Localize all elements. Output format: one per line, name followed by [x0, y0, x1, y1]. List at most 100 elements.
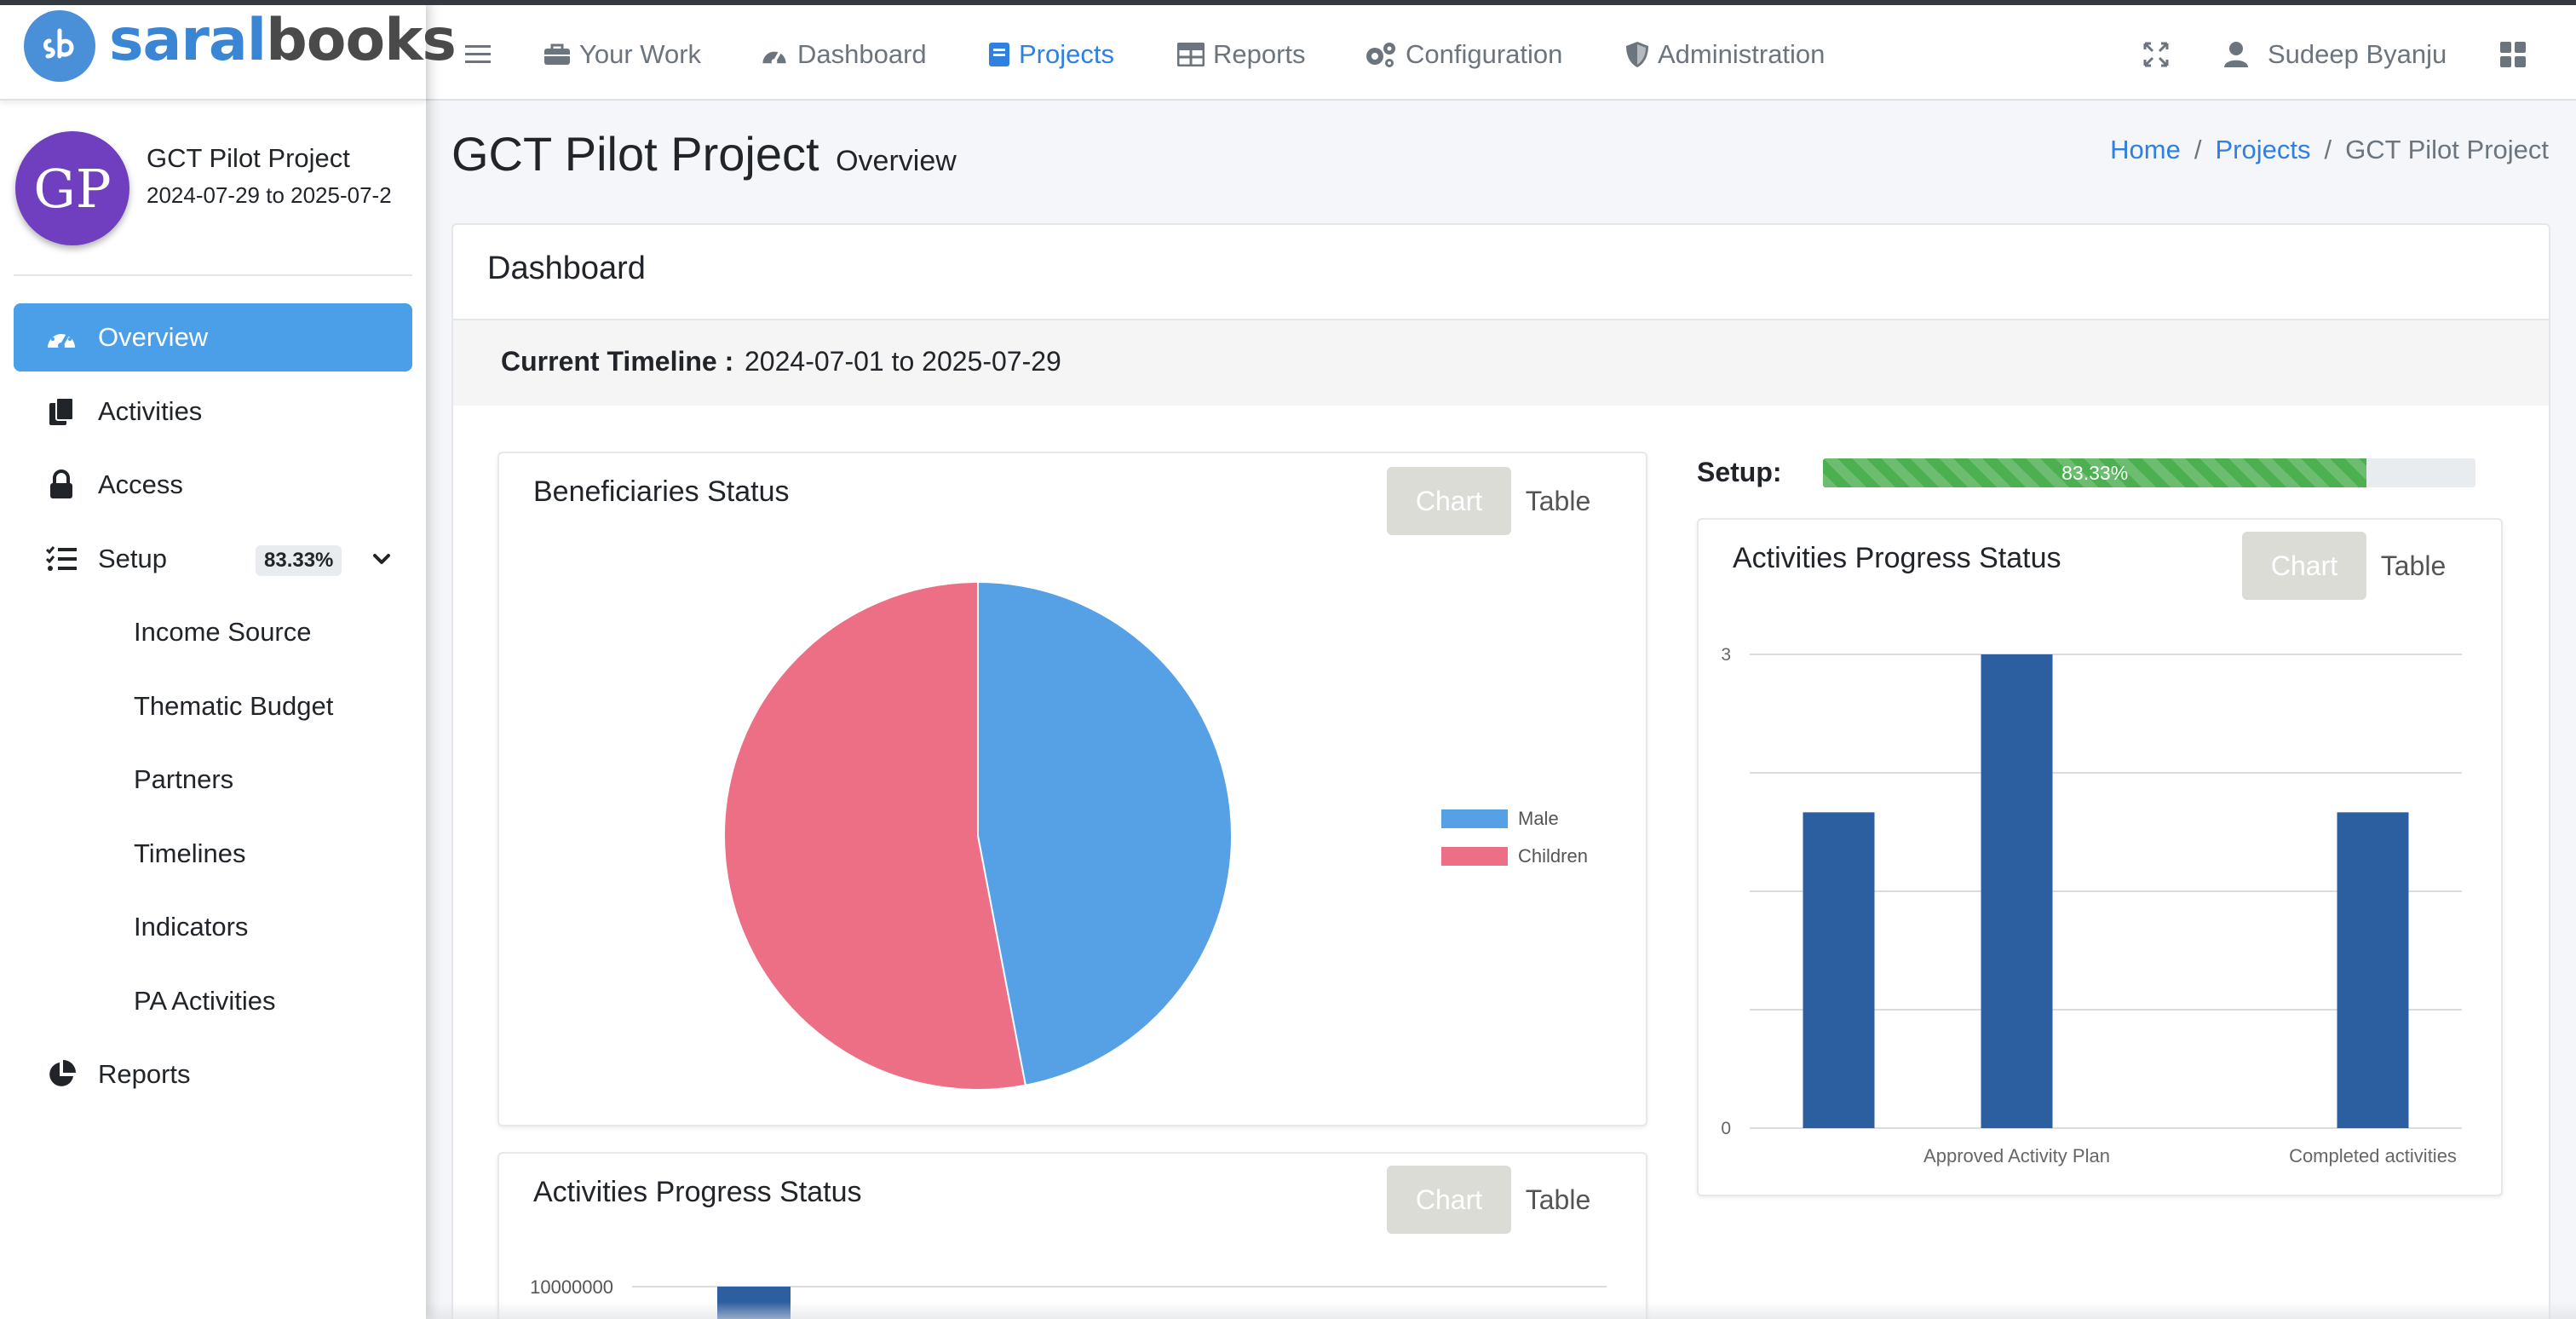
panel-title: Activities Progress Status [533, 1176, 862, 1208]
bar[interactable] [1981, 654, 2053, 1128]
sidebar-item-reports[interactable]: Reports [14, 1040, 412, 1109]
breadcrumb-current: GCT Pilot Project [2345, 135, 2549, 164]
breadcrumb-separator: / [2324, 135, 2332, 164]
nav-administration[interactable]: Administration [1625, 36, 1825, 73]
brand-saral: saral [109, 7, 267, 74]
breadcrumb-separator: / [2194, 135, 2202, 164]
chart-view-button[interactable]: Chart [1387, 1166, 1511, 1234]
y-tick-label: 10000000 [530, 1276, 613, 1298]
sidebar-item-thematic-budget[interactable]: Thematic Budget [14, 672, 412, 740]
activities-progress-panel: Activities Progress Status Chart Table 3… [1697, 518, 2503, 1196]
chart-view-button[interactable]: Chart [2242, 532, 2366, 600]
sidebar-item-income-source[interactable]: Income Source [14, 598, 412, 666]
top-stripe [0, 0, 2576, 5]
activities-progress-panel-2: Activities Progress Status Chart Table 1… [497, 1152, 1647, 1319]
x-tick-label: Approved Activity Plan [1923, 1145, 2110, 1166]
nav-reports[interactable]: Reports [1177, 36, 1306, 73]
sidebar-item-indicators[interactable]: Indicators [14, 893, 412, 961]
fullscreen-icon[interactable] [2143, 36, 2177, 73]
x-tick-label: Completed activities [2289, 1145, 2457, 1166]
setup-progress-fill: 83.33% [1823, 458, 2367, 487]
beneficiaries-status-panel: Beneficiaries Status Chart Table Male Chi… [497, 452, 1647, 1126]
copy-icon [44, 396, 78, 427]
panel-title: Activities Progress Status [1733, 542, 2061, 574]
grid-apps-icon[interactable] [2499, 36, 2535, 73]
lock-icon [44, 469, 78, 500]
project-avatar: GP [15, 131, 129, 245]
page-title: GCT Pilot Project Overview [451, 126, 957, 181]
nav-dashboard[interactable]: Dashboard [760, 36, 927, 73]
nav-configuration[interactable]: Configuration [1363, 36, 1562, 73]
breadcrumb-home[interactable]: Home [2110, 135, 2181, 164]
top-navbar: Your Work Dashboard Projects Reports Con… [426, 5, 2576, 101]
table-view-button[interactable]: Table [1525, 485, 1591, 516]
sidebar-item-setup[interactable]: Setup 83.33% [14, 525, 412, 593]
hamburger-menu-icon[interactable] [465, 36, 499, 73]
sidebar-item-label: PA Activities [134, 985, 276, 1016]
project-panel: GP GCT Pilot Project 2024-07-29 to 2025-… [14, 128, 412, 276]
sidebar-item-activities[interactable]: Activities [14, 377, 412, 446]
panel-title: Beneficiaries Status [533, 475, 790, 508]
activities-bar-chart-2: 10000000 [530, 1276, 1607, 1319]
user-icon [2224, 42, 2248, 67]
sidebar-item-partners[interactable]: Partners [14, 746, 412, 814]
chevron-down-icon[interactable] [371, 544, 392, 581]
shield-icon [1626, 42, 1648, 67]
nav-label: Your Work [579, 39, 702, 69]
y-tick-label: 0 [1721, 1119, 1731, 1138]
bar[interactable] [2337, 812, 2409, 1128]
chart-pie-icon [44, 1059, 78, 1090]
nav-your-work[interactable]: Your Work [543, 36, 701, 73]
page-title-text: GCT Pilot Project [451, 127, 819, 181]
table-view-button[interactable]: Table [2380, 550, 2447, 581]
pie-slice-children[interactable] [723, 580, 1027, 1091]
nav-label: Reports [1213, 39, 1306, 69]
brand[interactable]: saralbooks [0, 5, 457, 101]
user-menu[interactable]: Sudeep Byanju [2223, 36, 2447, 73]
bar[interactable] [1803, 812, 1875, 1128]
brand-logo-icon [24, 10, 95, 82]
table-view-button[interactable]: Table [1525, 1184, 1591, 1215]
activities-bar-chart: 3 0 Approved Activity Plan Completed activi… [1721, 645, 2462, 1166]
sidebar-item-label: Reports [98, 1059, 191, 1089]
cogs-icon [1366, 43, 1395, 67]
sidebar-item-overview[interactable]: Overview [14, 303, 412, 372]
setup-progress-badge: 83.33% [256, 544, 342, 576]
timeline-label: Current Timeline : [501, 346, 734, 377]
table-icon [1177, 43, 1205, 66]
pie-slice-male[interactable] [977, 580, 1233, 1086]
sidebar-item-label: Access [98, 469, 183, 499]
list-check-icon [44, 544, 78, 574]
nav-projects[interactable]: Projects [988, 36, 1114, 73]
gauge-icon [44, 322, 78, 353]
chart-view-button[interactable]: Chart [1387, 467, 1511, 535]
sidebar-item-label: Thematic Budget [134, 690, 334, 721]
setup-progress-bar: 83.33% [1823, 458, 2475, 487]
sidebar-item-label: Activities [98, 395, 203, 426]
brand-books: books [266, 7, 457, 74]
legend-swatch [1441, 847, 1508, 866]
sidebar-item-label: Setup [98, 543, 168, 573]
page-subtitle: Overview [836, 145, 957, 177]
breadcrumb-projects[interactable]: Projects [2215, 135, 2311, 164]
sidebar-item-pa-activities[interactable]: PA Activities [14, 967, 412, 1035]
project-name: GCT Pilot Project [147, 143, 350, 173]
current-timeline: Current Timeline : 2024-07-01 to 2025-07… [453, 320, 2549, 406]
legend-label[interactable]: Children [1518, 845, 1588, 867]
legend-swatch [1441, 809, 1508, 828]
nav-label: Projects [1019, 39, 1114, 69]
legend-label[interactable]: Male [1518, 808, 1559, 829]
gauge-icon [762, 49, 786, 65]
briefcase-icon [544, 43, 570, 65]
breadcrumb: Home / Projects / GCT Pilot Project [2110, 135, 2549, 165]
timeline-value: 2024-07-01 to 2025-07-29 [745, 346, 1061, 377]
beneficiaries-pie-chart: Male Children [723, 580, 1588, 1091]
sidebar: saralbooks GP GCT Pilot Project 2024-07-… [0, 0, 457, 1319]
sidebar-item-label: Overview [98, 322, 209, 352]
setup-label: Setup: [1697, 457, 1782, 487]
sidebar-item-access[interactable]: Access [14, 451, 412, 519]
book-icon [989, 43, 1009, 66]
nav-label: Dashboard [797, 39, 927, 69]
sidebar-item-timelines[interactable]: Timelines [14, 820, 412, 888]
brand-name: saralbooks [109, 7, 457, 74]
